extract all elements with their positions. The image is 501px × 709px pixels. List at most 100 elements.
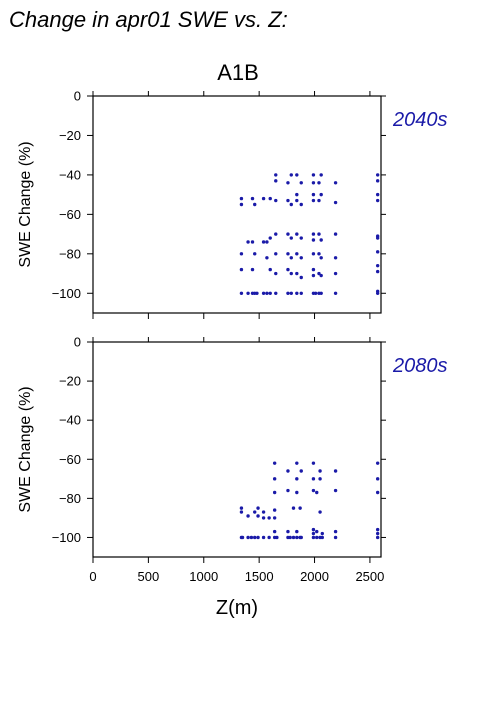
data-point — [286, 198, 290, 203]
data-point — [239, 252, 244, 256]
data-point — [274, 198, 278, 203]
data-point — [333, 529, 338, 534]
data-point — [246, 240, 250, 244]
data-point — [317, 198, 321, 203]
data-point — [274, 179, 278, 183]
data-point — [333, 271, 338, 276]
data-point — [246, 291, 250, 295]
data-point — [268, 291, 272, 295]
data-point — [319, 273, 323, 278]
data-point — [311, 232, 316, 236]
data-point — [375, 179, 380, 183]
data-point — [375, 461, 380, 465]
data-point — [298, 506, 302, 510]
plot-frame — [92, 95, 382, 314]
data-point — [295, 477, 299, 481]
data-point — [246, 514, 250, 518]
x-tick-label: 500 — [138, 569, 160, 584]
data-point — [272, 516, 277, 520]
data-point — [311, 535, 316, 540]
data-point — [333, 535, 338, 540]
data-point — [272, 477, 277, 481]
data-point — [333, 291, 338, 295]
data-point — [256, 514, 260, 518]
data-point — [295, 529, 299, 534]
data-point — [288, 535, 292, 540]
data-point — [311, 267, 316, 272]
data-point — [239, 291, 244, 295]
data-point — [253, 202, 257, 207]
chart-panel-2040s: 0 −20 −40 −60 −80 −100 SWE Change (%) 2040s — [17, 89, 448, 319]
data-point — [265, 240, 269, 244]
data-point — [311, 273, 316, 278]
data-point — [286, 529, 290, 534]
data-point — [246, 535, 250, 540]
data-point — [311, 173, 316, 177]
data-point — [272, 461, 277, 465]
data-point — [253, 535, 257, 540]
data-point — [299, 181, 303, 185]
data-point — [289, 291, 293, 295]
chart-panels: 0 −20 −40 −60 −80 −100 SWE Change (%) 2040s 0 −20… — [17, 89, 448, 620]
data-point — [319, 256, 323, 260]
data-point — [317, 232, 321, 236]
data-point — [319, 192, 323, 197]
panel-label: 2040s — [392, 109, 448, 131]
data-point — [261, 510, 266, 514]
data-point — [313, 291, 318, 295]
y-tick-label: 0 — [74, 335, 81, 350]
data-point — [253, 510, 257, 514]
data-point — [333, 200, 338, 205]
data-point — [375, 527, 380, 532]
data-point — [295, 198, 299, 203]
y-tick-label: −20 — [59, 374, 81, 389]
data-point — [267, 535, 271, 540]
data-point — [299, 256, 303, 260]
y-axis-label: SWE Change (%) — [17, 141, 34, 267]
data-point — [295, 535, 299, 540]
data-point — [375, 236, 380, 240]
data-point — [275, 535, 279, 540]
data-point — [267, 516, 271, 520]
x-tick-label: 0 — [89, 569, 96, 584]
data-point — [333, 488, 338, 493]
data-point — [256, 535, 260, 540]
data-point — [253, 252, 257, 256]
x-axis-label: Z(m) — [216, 597, 258, 619]
data-point — [295, 173, 299, 177]
data-point — [315, 529, 319, 534]
data-point — [375, 198, 380, 203]
data-point — [274, 291, 278, 295]
data-point — [261, 240, 266, 244]
data-point — [240, 535, 245, 540]
data-point — [317, 271, 321, 276]
data-point — [317, 252, 321, 256]
data-point — [286, 267, 290, 272]
data-point — [333, 181, 338, 185]
data-point — [289, 173, 293, 177]
data-point — [291, 535, 296, 540]
data-point — [299, 535, 303, 540]
data-point — [311, 461, 316, 465]
data-point — [311, 192, 316, 197]
y-tick-label: −40 — [59, 167, 81, 182]
data-point — [295, 232, 299, 236]
y-tick-label: −80 — [59, 491, 81, 506]
y-tick-label: 0 — [74, 89, 81, 104]
data-point — [318, 510, 322, 514]
data-point — [320, 531, 324, 536]
y-tick-label: −60 — [59, 452, 81, 467]
data-point — [286, 181, 290, 185]
data-point — [375, 192, 380, 197]
data-point — [265, 256, 269, 260]
data-point — [375, 173, 380, 177]
data-point — [311, 181, 316, 185]
data-point — [261, 516, 266, 520]
data-point — [250, 196, 255, 201]
data-point — [289, 236, 293, 240]
data-point — [249, 535, 254, 540]
data-point — [311, 198, 316, 203]
data-point — [319, 291, 323, 295]
chart-panel-2080s: 0 −20 −40 −60 −80 −100 0 500 1000 1500 2000 2500 SWE… — [17, 335, 448, 620]
data-point — [319, 238, 323, 242]
